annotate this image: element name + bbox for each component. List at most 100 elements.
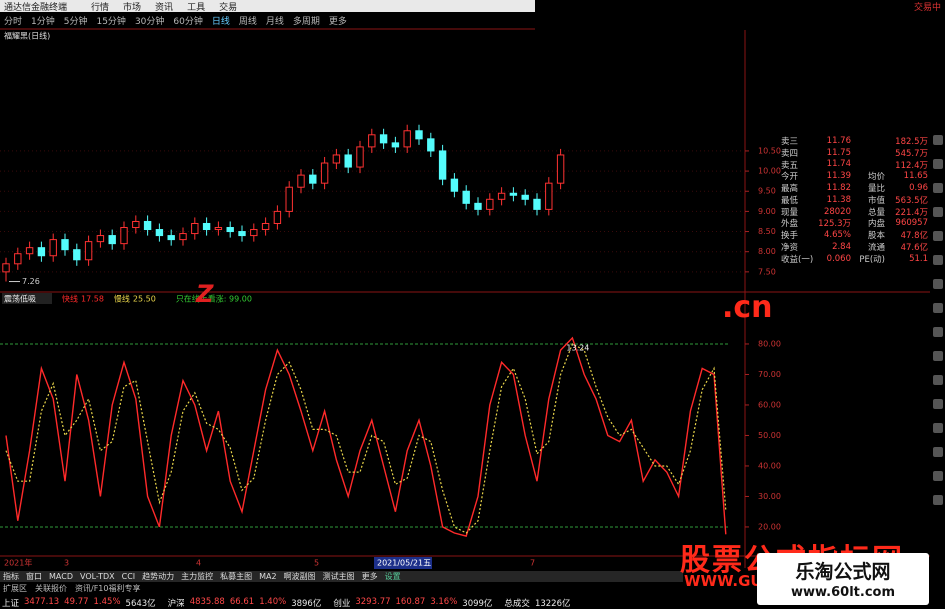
menu-item[interactable]: 交易 [219, 2, 238, 13]
icon[interactable] [933, 231, 943, 241]
quote-cell: 总量 [867, 207, 885, 218]
candle-body [285, 186, 293, 212]
tab[interactable]: MA2 [259, 572, 277, 581]
app-name: 通达信金融终端 [4, 2, 68, 13]
tab[interactable]: MACD [49, 572, 73, 581]
icon[interactable] [933, 399, 943, 409]
quote-cell: 112.4万 [895, 160, 928, 171]
icon[interactable] [933, 159, 943, 169]
icon[interactable] [933, 447, 943, 457]
quote-cell: 11.65 [903, 171, 928, 182]
period-button[interactable]: 日线 [211, 17, 230, 27]
quote-cell: 卖五 [781, 160, 799, 171]
sub-tab[interactable]: 扩展区 [3, 584, 27, 593]
menu-item[interactable]: 工具 [187, 2, 206, 13]
tab[interactable]: 更多 [361, 572, 378, 581]
icon[interactable] [933, 135, 943, 145]
y-tick-label: 80.00 [758, 339, 781, 348]
legend-name: 慢线 [114, 294, 130, 304]
tab[interactable]: 趋势动力 [142, 572, 175, 581]
icon[interactable] [933, 207, 943, 217]
icon[interactable] [933, 303, 943, 313]
tab[interactable]: 啊波副图 [283, 572, 316, 581]
status-item: 上证 [2, 598, 20, 609]
status-item: 5643亿 [125, 598, 156, 609]
tab[interactable]: 测试主图 [322, 572, 355, 581]
quote-cell: 市值 [867, 195, 885, 206]
side-icons [931, 135, 945, 519]
period-button[interactable]: 60分钟 [173, 17, 203, 27]
quote-cell: PE(动) [859, 254, 885, 265]
period-button[interactable]: 15分钟 [96, 17, 126, 27]
candle-body [49, 239, 57, 257]
status-item: 1.45% [93, 596, 121, 607]
candle-body [25, 247, 34, 255]
quote-row: 收益(一) 0.060 PE(动) 51.1 [781, 253, 928, 265]
menu-item[interactable]: 行情 [91, 2, 110, 13]
tab[interactable]: 私募主图 [220, 572, 253, 581]
candle-body [438, 150, 447, 180]
icon[interactable] [933, 327, 943, 337]
quote-row: 最低 11.38 市值 563.5亿 [781, 194, 928, 206]
period-button[interactable]: 多周期 [292, 17, 320, 27]
candle-body [84, 241, 93, 261]
period-button[interactable]: 周线 [238, 17, 257, 27]
candle-body [521, 194, 529, 200]
quote-cell: 11.39 [826, 171, 851, 182]
candle-body [155, 229, 164, 237]
candle-body [2, 263, 10, 273]
tab[interactable]: 主力监控 [181, 572, 214, 581]
menu-item[interactable]: 资讯 [155, 2, 174, 13]
icon[interactable] [933, 255, 943, 265]
quote-row: 卖五 11.74 112.4万 [781, 159, 928, 171]
menu-item[interactable]: 市场 [123, 2, 142, 13]
candle-body [96, 235, 105, 243]
icon[interactable] [933, 471, 943, 481]
status-item: 13226亿 [534, 598, 571, 609]
quote-cell: 47.8亿 [900, 231, 928, 242]
period-button[interactable]: 月线 [265, 17, 284, 27]
candle-body [191, 222, 199, 235]
trade-indicator[interactable]: 交易中 [913, 3, 941, 13]
icon[interactable] [933, 375, 943, 385]
icon[interactable] [933, 495, 943, 505]
indicator-line [5, 343, 727, 534]
quote-cell: 28020 [823, 206, 851, 217]
period-button[interactable]: 5分钟 [63, 17, 88, 27]
quote-cell: 545.7万 [895, 148, 928, 159]
status-item: 总成交 [504, 598, 530, 609]
period-button[interactable]: 1分钟 [31, 17, 55, 27]
candle-body [344, 154, 352, 168]
period-button[interactable]: 更多 [328, 17, 347, 27]
candle-body [226, 227, 234, 233]
status-item: 创业 [333, 598, 351, 609]
tab[interactable]: 指标 [3, 572, 19, 581]
tab[interactable]: 设置 [384, 572, 401, 581]
quote-row: 最高 11.82 量比 0.96 [781, 182, 928, 194]
indicator-title: 震荡低吸 [4, 294, 36, 304]
candle-body [391, 142, 400, 148]
cursor-date-box [374, 557, 432, 569]
candle-body [238, 231, 246, 237]
period-button[interactable]: 分时 [4, 17, 23, 27]
quote-cell: 11.38 [826, 194, 851, 205]
period-button[interactable]: 30分钟 [134, 17, 165, 27]
indicator-note: 只在线上看涨: 99.00 [176, 294, 252, 304]
candle-body [120, 227, 128, 245]
sub-tab[interactable]: 资讯/F10福利专享 [75, 584, 141, 593]
sub-tab[interactable]: 关联报价 [35, 584, 67, 593]
icon[interactable] [933, 351, 943, 361]
quote-cell: 47.6亿 [900, 243, 928, 254]
tab[interactable]: 窗口 [26, 572, 42, 581]
icon[interactable] [933, 423, 943, 433]
icon[interactable] [933, 279, 943, 289]
tab[interactable]: CCI [121, 572, 136, 581]
status-item: 沪深 [167, 598, 185, 609]
candle-body [202, 222, 211, 231]
time-label: 5 [314, 559, 319, 568]
tab[interactable]: VOL-TDX [79, 572, 115, 581]
candle-body [379, 134, 388, 144]
y-tick-label: 10.50 [758, 146, 781, 155]
icon[interactable] [933, 183, 943, 193]
